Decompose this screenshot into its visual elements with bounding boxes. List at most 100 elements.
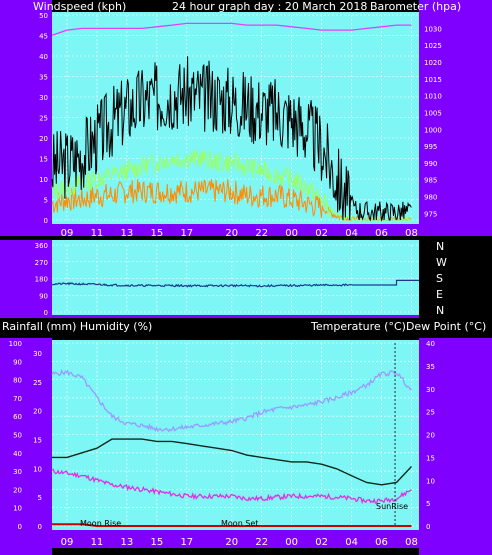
bottom-x-tick-label: 13: [121, 537, 134, 548]
wind-avg-series: [51, 148, 412, 222]
top-x-tick-label: 06: [375, 228, 388, 239]
top-right-tick-label: 995: [424, 143, 437, 151]
humidity-tick-label: 60: [13, 413, 22, 421]
top-x-tick-label: 13: [121, 228, 134, 239]
temp-tick-label: 0: [426, 523, 430, 531]
mid-left-tick-label: 360: [35, 242, 48, 250]
humidity-tick-label: 100: [9, 340, 22, 348]
temp-tick-label: 15: [426, 454, 435, 462]
rain-tick-label: 0: [38, 523, 42, 531]
bottom-x-tick-label: 02: [315, 537, 328, 548]
bottom-x-tick-label: 00: [285, 537, 298, 548]
rain-tick-label: 10: [33, 465, 42, 473]
humidity-tick-label: 70: [13, 395, 22, 403]
humidity-tick-label: 0: [18, 523, 22, 531]
wind-gust-series: [51, 56, 412, 222]
temp-tick-label: 40: [426, 340, 435, 348]
dewpoint-series: [51, 468, 412, 505]
humidity-tick-label: 80: [13, 377, 22, 385]
top-left-tick-label: 45: [39, 33, 48, 41]
mid-left-tick-label: 180: [35, 276, 48, 284]
top-x-tick-label: 22: [255, 228, 268, 239]
top-x-tick-label: 02: [315, 228, 328, 239]
chart-title: 24 hour graph day : 20 March 2018: [172, 0, 367, 13]
rain-humidity-axis-title: Rainfall (mm) Humidity (%): [2, 320, 152, 333]
humidity-tick-label: 20: [13, 486, 22, 494]
top-left-tick-label: 35: [39, 74, 48, 82]
top-x-tick-label: 00: [285, 228, 298, 239]
rain-tick-label: 5: [38, 494, 42, 502]
top-left-axis-band: [0, 0, 52, 236]
top-right-tick-label: 1000: [424, 126, 442, 134]
humidity-tick-label: 90: [13, 358, 22, 366]
top-right-tick-label: 975: [424, 210, 437, 218]
bottom-x-tick-label: 15: [150, 537, 163, 548]
top-right-tick-label: 980: [424, 193, 437, 201]
humidity-series: [51, 368, 412, 433]
top-left-tick-label: 40: [39, 53, 48, 61]
bottom-left-axis-band: [0, 338, 52, 555]
rain-tick-label: 30: [33, 350, 42, 358]
top-x-tick-label: 04: [345, 228, 358, 239]
top-right-tick-label: 1020: [424, 59, 442, 67]
top-right-tick-label: 985: [424, 177, 437, 185]
temp-tick-label: 5: [426, 500, 430, 508]
top-left-tick-label: 20: [39, 135, 48, 143]
top-x-tick-label: 15: [150, 228, 163, 239]
temp-tick-label: 25: [426, 409, 435, 417]
top-x-tick-label: 08: [405, 228, 418, 239]
rain-tick-label: 20: [33, 408, 42, 416]
bottom-x-tick-label: 20: [225, 537, 238, 548]
bottom-x-tick-label: 08: [405, 537, 418, 548]
sunrise-annotation: SunRise: [376, 502, 408, 511]
dir-letter-n-top: N: [436, 240, 444, 253]
top-right-tick-label: 990: [424, 160, 437, 168]
humidity-tick-label: 50: [13, 432, 22, 440]
top-left-tick-label: 15: [39, 156, 48, 164]
temp-tick-label: 20: [426, 432, 435, 440]
rainfall-series: [52, 523, 412, 527]
top-x-tick-label: 17: [180, 228, 193, 239]
top-right-axis-band: [419, 0, 492, 236]
top-x-tick-label: 11: [91, 228, 104, 239]
bottom-right-axis-band: [419, 338, 492, 555]
dir-letter-e: E: [436, 288, 443, 301]
bottom-x-tick-label: 06: [375, 537, 388, 548]
top-left-tick-label: 50: [39, 12, 48, 20]
humidity-tick-label: 40: [13, 450, 22, 458]
mid-left-tick-label: 0: [44, 309, 48, 317]
mid-left-tick-label: 90: [39, 292, 48, 300]
top-x-tick-label: 09: [61, 228, 74, 239]
dir-letter-s: S: [436, 272, 443, 285]
top-right-tick-label: 1005: [424, 109, 442, 117]
dir-letter-w: W: [436, 256, 447, 269]
top-x-tick-label: 20: [225, 228, 238, 239]
top-left-tick-label: 0: [44, 217, 48, 225]
mid-plot-area: [52, 240, 419, 315]
humidity-tick-label: 30: [13, 468, 22, 476]
temp-tick-label: 10: [426, 477, 435, 485]
rain-tick-label: 25: [33, 379, 42, 387]
temperature-series: [52, 438, 413, 486]
mid-left-tick-label: 270: [35, 259, 48, 267]
barometer-series: [51, 22, 412, 36]
bottom-x-tick-label: 04: [345, 537, 358, 548]
windspeed-axis-title: Windspeed (kph): [33, 0, 126, 13]
mid-left-axis-band: [0, 240, 52, 318]
bottom-x-tick-label: 11: [91, 537, 104, 548]
top-left-tick-label: 30: [39, 94, 48, 102]
bottom-x-tick-label: 22: [255, 537, 268, 548]
bottom-x-tick-label: 17: [180, 537, 193, 548]
top-left-tick-label: 5: [44, 197, 48, 205]
top-left-tick-label: 25: [39, 115, 48, 123]
moonset-annotation: Moon Set: [221, 519, 258, 528]
humidity-tick-label: 10: [13, 505, 22, 513]
temp-tick-label: 30: [426, 386, 435, 394]
dir-letter-n-bottom: N: [436, 304, 444, 317]
moonrise-annotation: Moon Rise: [80, 519, 121, 528]
barometer-axis-title: Barometer (hpa): [370, 0, 461, 13]
temp-tick-label: 35: [426, 363, 435, 371]
top-right-tick-label: 1030: [424, 25, 442, 33]
